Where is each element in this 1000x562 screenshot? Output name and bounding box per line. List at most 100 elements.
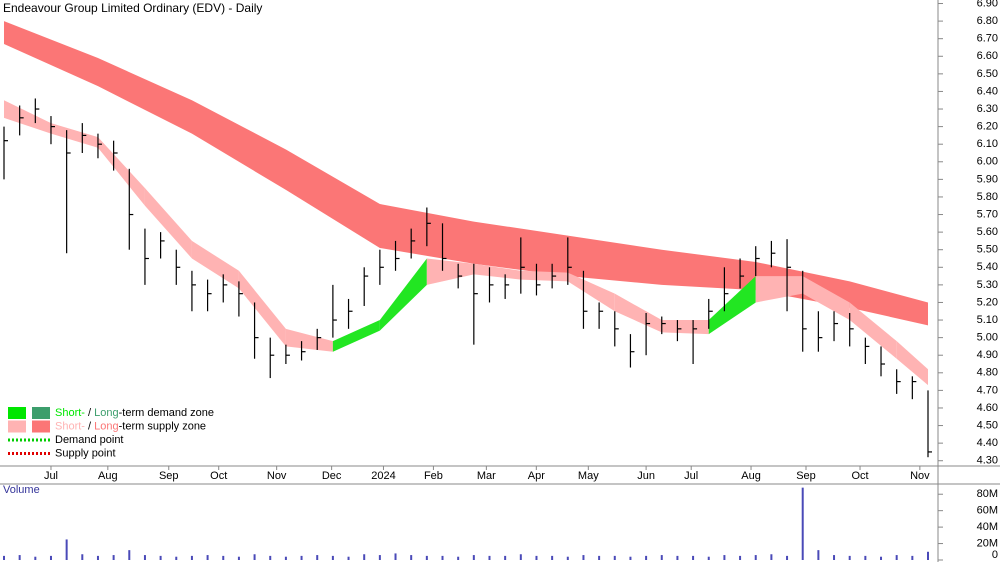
short-term-zone — [144, 188, 192, 259]
volume-bar — [754, 555, 757, 560]
y-tick-label: 5.60 — [977, 226, 998, 238]
volume-bar — [3, 555, 5, 560]
volume-bar — [692, 555, 695, 560]
volume-bar — [723, 555, 726, 560]
short-term-zone — [97, 137, 145, 206]
volume-bar — [582, 555, 585, 560]
volume-bar — [159, 555, 162, 560]
volume-bar — [347, 556, 350, 560]
x-tick-label: Jul — [684, 470, 698, 482]
volume-bar — [598, 555, 601, 560]
legend-text: / — [85, 420, 94, 432]
volume-bar — [817, 550, 820, 560]
volume-bar — [535, 555, 538, 560]
x-tick-label: Aug — [98, 470, 118, 482]
volume-bar — [81, 554, 84, 560]
short-term-zone — [191, 240, 239, 289]
volume-bar — [488, 555, 491, 560]
volume-bar — [739, 555, 742, 560]
short-term-zone — [520, 270, 568, 282]
y-tick-label: 5.40 — [977, 261, 998, 273]
volume-bar — [864, 555, 867, 560]
volume-bar — [676, 555, 679, 560]
volume-bar — [441, 555, 444, 560]
volume-bar — [206, 555, 209, 560]
short-term-zone — [473, 263, 521, 280]
volume-bar — [96, 555, 99, 560]
y-tick-label: 5.90 — [977, 173, 998, 185]
volume-bar — [410, 555, 413, 560]
legend-swatch — [8, 420, 26, 433]
y-tick-label: 6.90 — [977, 0, 998, 9]
short-term-zone — [755, 276, 803, 303]
volume-bar — [378, 555, 381, 560]
y-tick-label: 4.90 — [977, 349, 998, 361]
y-tick-label: 6.40 — [977, 85, 998, 97]
legend-text: -term demand zone — [119, 407, 214, 419]
short-term-zone — [614, 293, 662, 333]
y-tick-label: 4.40 — [977, 437, 998, 449]
y-tick-label: 5.70 — [977, 208, 998, 220]
x-tick-label: Apr — [528, 470, 545, 482]
y-tick-label: 40M — [977, 521, 998, 533]
y-tick-label: 80M — [977, 488, 998, 500]
legend-swatch — [32, 420, 50, 433]
volume-bar — [128, 550, 131, 560]
legend-text: Supply point — [55, 447, 116, 459]
y-tick-label: 4.30 — [977, 455, 998, 467]
volume-bars — [3, 487, 929, 560]
price-bars — [3, 98, 932, 458]
y-tick-label: 5.10 — [977, 314, 998, 326]
short-term-zone — [332, 320, 380, 352]
legend-text: / — [85, 407, 94, 419]
volume-bar — [284, 556, 287, 560]
y-tick-label: 4.80 — [977, 367, 998, 379]
x-tick-label: May — [578, 470, 599, 482]
volume-bar — [911, 555, 914, 560]
volume-bar — [895, 555, 898, 560]
short-term-zone — [849, 302, 897, 359]
y-tick-label: 6.80 — [977, 15, 998, 27]
volume-bar — [504, 555, 507, 560]
legend-text: Demand point — [55, 434, 124, 446]
volume-bar — [707, 556, 710, 560]
x-tick-label: Nov — [910, 470, 930, 482]
volume-bar — [770, 554, 773, 560]
volume-bar — [880, 556, 883, 560]
volume-bar — [190, 555, 193, 560]
x-tick-label: Feb — [424, 470, 443, 482]
y-tick-label: 4.70 — [977, 384, 998, 396]
volume-bar — [331, 555, 334, 560]
volume-title: Volume — [3, 484, 40, 496]
short-term-zone — [708, 276, 756, 335]
short-term-zone — [4, 100, 51, 134]
volume-bar — [34, 556, 37, 560]
y-tick-label: 6.50 — [977, 68, 998, 80]
legend-text: Short- — [55, 420, 85, 432]
y-tick-label: 6.00 — [977, 156, 998, 168]
volume-bar — [143, 555, 146, 560]
short-term-zone — [379, 258, 427, 331]
y-tick-label: 0 — [992, 549, 998, 561]
volume-bar — [613, 555, 616, 560]
short-term-zone — [661, 320, 709, 335]
x-tick-label: Sep — [796, 470, 816, 482]
legend-text: Short- — [55, 407, 85, 419]
y-tick-label: 5.20 — [977, 296, 998, 308]
volume-bar — [566, 556, 569, 560]
y-tick-label: 5.50 — [977, 244, 998, 256]
x-tick-label: Nov — [267, 470, 287, 482]
bands — [4, 21, 928, 386]
volume-bar — [394, 553, 397, 560]
legend-label: Demand point — [55, 434, 124, 446]
y-tick-label: 60M — [977, 505, 998, 517]
y-tick-label: 6.30 — [977, 103, 998, 115]
volume-bar — [927, 551, 929, 560]
short-term-zone — [285, 328, 333, 352]
volume-bar — [222, 555, 225, 560]
volume-bar — [848, 555, 851, 560]
volume-bar — [269, 555, 272, 560]
x-tick-label: Oct — [851, 470, 868, 482]
